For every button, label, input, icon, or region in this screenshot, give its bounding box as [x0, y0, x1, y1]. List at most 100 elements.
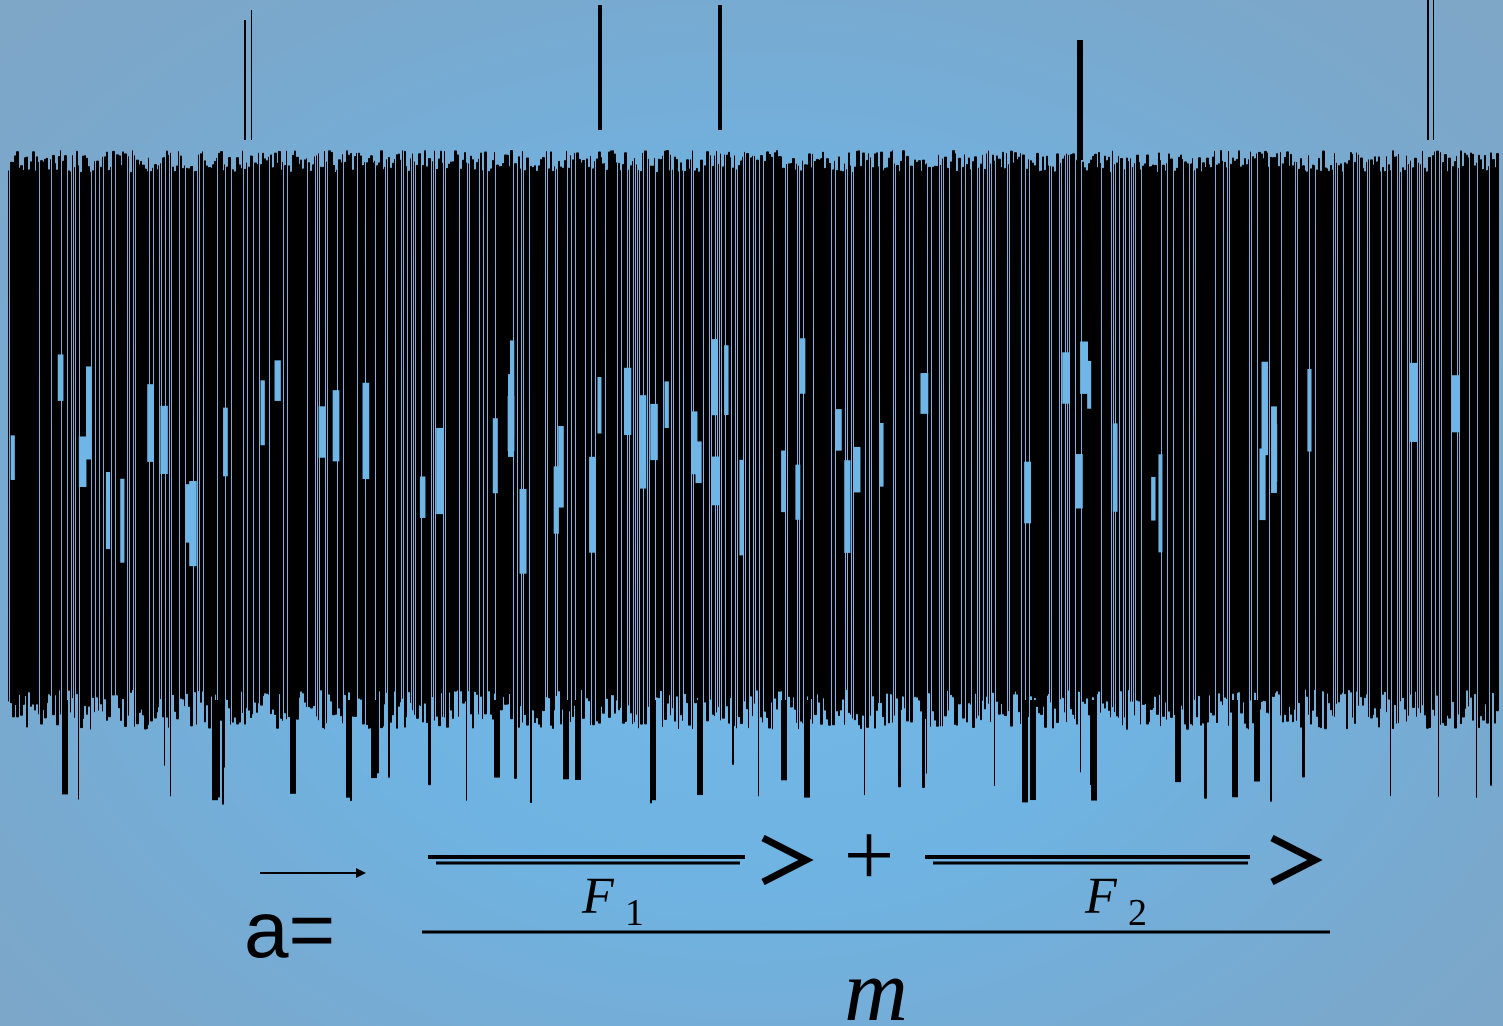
text-stroke: [1064, 155, 1065, 713]
text-descender: [1022, 700, 1028, 803]
text-stroke: [1494, 166, 1496, 724]
text-stroke: [466, 162, 467, 801]
text-stroke: [452, 161, 454, 720]
text-stroke: [26, 156, 28, 728]
text-ascender: [1427, 0, 1429, 140]
text-stroke: [1402, 167, 1404, 699]
text-stroke: [632, 160, 633, 725]
text-stroke: [1110, 171, 1111, 718]
text-stroke: [1226, 167, 1227, 700]
text-stroke: [964, 154, 965, 718]
text-stroke: [36, 156, 38, 705]
text-stroke: [78, 165, 79, 800]
text-stroke: [230, 169, 231, 725]
text-gap: [589, 456, 596, 553]
text-stroke: [288, 165, 290, 718]
text-stroke: [596, 158, 598, 722]
text-stroke: [1242, 164, 1244, 703]
text-stroke: [1228, 150, 1229, 727]
text-stroke: [858, 150, 860, 726]
text-stroke: [852, 171, 853, 719]
text-gap: [844, 460, 851, 553]
text-stroke: [518, 156, 520, 728]
text-stroke: [1222, 160, 1223, 706]
text-stroke: [1276, 153, 1278, 692]
text-stroke: [616, 162, 617, 701]
text-stroke: [690, 159, 691, 695]
text-gap: [1451, 375, 1460, 433]
text-stroke: [978, 167, 979, 716]
text-stroke: [1378, 156, 1380, 728]
text-gap: [1259, 448, 1266, 521]
text-stroke: [584, 160, 585, 708]
text-stroke: [620, 170, 621, 709]
text-gap: [639, 395, 647, 489]
text-stroke: [1318, 157, 1320, 728]
text-stroke: [1188, 165, 1189, 721]
text-stroke: [1362, 167, 1364, 706]
text-stroke: [1290, 153, 1292, 715]
text-stroke: [106, 151, 108, 721]
text-stroke: [848, 152, 850, 714]
text-stroke: [244, 168, 246, 725]
text-gap: [274, 360, 281, 401]
text-stroke: [1332, 169, 1333, 716]
text-stroke: [318, 153, 319, 721]
text-stroke: [282, 161, 283, 722]
text-gap: [1075, 454, 1083, 509]
text-stroke: [460, 168, 462, 692]
text-stroke: [1336, 162, 1337, 705]
text-stroke: [1344, 162, 1346, 695]
text-stroke: [440, 150, 442, 694]
text-stroke: [1096, 167, 1098, 695]
text-stroke: [956, 170, 958, 726]
text-gap: [1151, 476, 1156, 521]
text-stroke: [1342, 171, 1343, 694]
text-gap: [650, 403, 658, 461]
text-gap: [147, 384, 154, 462]
text-stroke: [66, 160, 67, 691]
text-stroke: [950, 161, 952, 696]
text-stroke: [710, 155, 711, 700]
text-stroke: [968, 157, 970, 704]
text-stroke: [806, 164, 808, 697]
text-stroke: [1476, 162, 1477, 799]
text-stroke: [996, 155, 998, 702]
text-stroke: [674, 156, 676, 722]
text-stroke: [342, 154, 343, 724]
f2-symbol: F: [1084, 868, 1118, 925]
text-stroke: [396, 154, 398, 729]
text-stroke: [1338, 165, 1340, 703]
formula-lhs: a=: [244, 885, 336, 974]
text-stroke: [1296, 161, 1297, 722]
text-stroke: [748, 153, 749, 729]
text-stroke: [1478, 154, 1480, 729]
text-stroke: [730, 157, 731, 699]
text-stroke: [916, 161, 918, 698]
text-stroke: [1350, 152, 1352, 693]
text-stroke: [1052, 166, 1054, 729]
text-stroke: [544, 164, 545, 693]
text-gap: [492, 418, 498, 494]
text-stroke: [1066, 153, 1067, 723]
text-stroke: [84, 155, 86, 707]
text-stroke: [908, 160, 909, 712]
text-stroke: [340, 162, 342, 717]
text-stroke: [594, 160, 595, 699]
text-stroke: [1102, 167, 1104, 704]
text-stroke: [172, 166, 174, 696]
text-stroke: [990, 163, 991, 723]
text-stroke: [564, 160, 566, 710]
text-stroke: [728, 151, 730, 724]
text-stroke: [966, 163, 968, 723]
text-stroke: [1398, 153, 1399, 724]
text-stroke: [842, 171, 844, 700]
text-gap: [57, 354, 64, 401]
text-ascender: [1077, 40, 1083, 160]
text-stroke: [1388, 164, 1390, 700]
text-stroke: [904, 158, 905, 709]
text-stroke: [114, 151, 115, 691]
text-stroke: [408, 170, 410, 693]
text-descender: [290, 700, 296, 794]
